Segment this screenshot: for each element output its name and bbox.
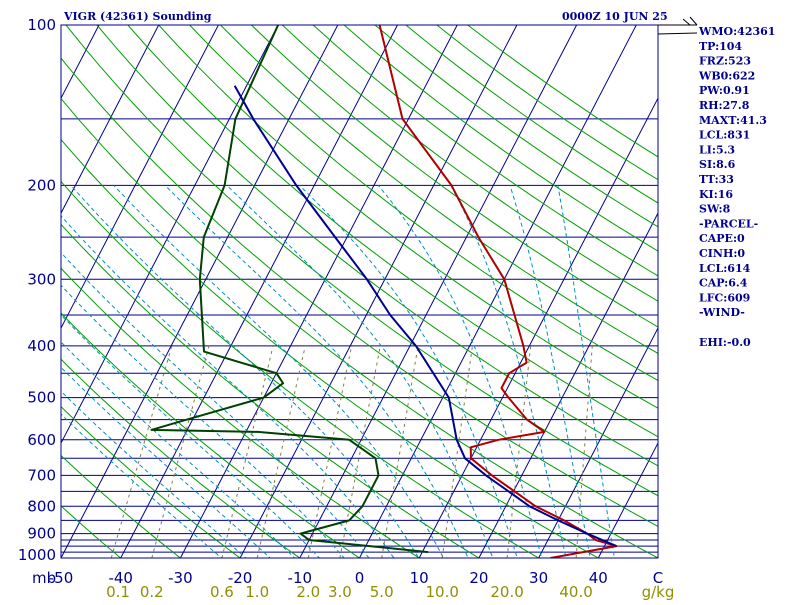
wind-barb-flag bbox=[690, 17, 697, 25]
index-entry: RH:27.8 bbox=[699, 99, 750, 112]
mixing-ratio-tick-label: 2.0 bbox=[296, 583, 320, 600]
wind-barb-staff bbox=[658, 33, 697, 34]
temperature-tick-label: 0 bbox=[355, 569, 365, 587]
mixing-ratio-tick-label: 0.2 bbox=[140, 583, 164, 600]
index-entry: KI:16 bbox=[699, 188, 733, 201]
temperature-tick-label: -50 bbox=[49, 569, 74, 587]
temperature-tick-label: -30 bbox=[168, 569, 193, 587]
index-entry: -PARCEL- bbox=[699, 217, 758, 230]
chart-title: VIGR (42361) Sounding bbox=[63, 10, 212, 23]
index-entry: SI:8.6 bbox=[699, 158, 736, 171]
mixing-ratio-tick-label: 0.6 bbox=[210, 583, 234, 600]
moist-adiabat-line bbox=[165, 185, 473, 569]
mixing-ratio-tick-label: 40.0 bbox=[559, 583, 592, 600]
isotherm-line bbox=[419, 25, 696, 558]
pressure-tick-label: 700 bbox=[27, 466, 56, 484]
mixing-ratio-tick-label: 3.0 bbox=[328, 583, 352, 600]
index-entry: CAP:6.4 bbox=[699, 277, 748, 290]
isotherm-line bbox=[360, 25, 637, 558]
pressure-tick-label: 300 bbox=[27, 270, 56, 288]
index-entry: WB0:622 bbox=[698, 69, 755, 82]
index-entry: -WIND- bbox=[699, 306, 745, 319]
index-entry: SW:8 bbox=[699, 203, 731, 216]
dry-adiabat-line bbox=[0, 25, 498, 569]
plot-frame bbox=[61, 25, 658, 558]
index-entry: FRZ:523 bbox=[699, 55, 751, 68]
mixing-ratio-line bbox=[257, 346, 305, 558]
temperature-tick-label: 20 bbox=[469, 569, 488, 587]
dry-adiabat-line bbox=[0, 25, 376, 569]
pressure-tick-label: 800 bbox=[27, 497, 56, 515]
index-entry: TT:33 bbox=[699, 173, 734, 186]
index-entry: LFC:609 bbox=[699, 291, 750, 304]
mixing-ratio-tick-label: 0.1 bbox=[106, 583, 130, 600]
mixing-ratio-tick-label: 1.0 bbox=[245, 583, 269, 600]
pressure-tick-label: 400 bbox=[27, 337, 56, 355]
pressure-tick-label: 500 bbox=[27, 389, 56, 407]
moist-adiabat-line bbox=[114, 185, 449, 569]
index-entry: WMO:42361 bbox=[698, 25, 775, 38]
mixing-ratio-line bbox=[222, 346, 273, 558]
chart-datetime: 0000Z 10 JUN 25 bbox=[562, 10, 668, 23]
dry-adiabat-line bbox=[0, 25, 316, 569]
index-entry: MAXT:41.3 bbox=[699, 114, 767, 127]
pressure-tick-label: 1000 bbox=[18, 546, 56, 564]
pressure-tick-label: 200 bbox=[27, 176, 56, 194]
mixing-ratio-tick-label: 10.0 bbox=[425, 583, 458, 600]
mixing-ratio-line bbox=[340, 346, 380, 558]
index-entry: TP:104 bbox=[699, 40, 742, 53]
dry-adiabat-line bbox=[0, 25, 619, 569]
index-entry: LCL:614 bbox=[699, 262, 751, 275]
pressure-tick-label: 100 bbox=[27, 16, 56, 34]
mixing-ratio-tick-label: g/kg bbox=[642, 583, 675, 600]
temperature-tick-label: 30 bbox=[529, 569, 548, 587]
index-entry: PW:0.91 bbox=[699, 84, 750, 97]
mixing-ratio-line bbox=[152, 346, 209, 558]
mixing-ratio-line bbox=[382, 346, 418, 558]
isotherm-line bbox=[61, 25, 338, 558]
mixing-ratio-tick-label: 5.0 bbox=[370, 583, 394, 600]
index-entry: CINH:0 bbox=[699, 247, 745, 260]
wind-barb-flag bbox=[683, 19, 690, 25]
index-entry: CAPE:0 bbox=[699, 232, 745, 245]
dry-adiabat-line bbox=[35, 25, 740, 569]
index-entry: LI:5.3 bbox=[699, 143, 735, 156]
isotherm-line bbox=[180, 25, 457, 558]
dry-adiabat-line bbox=[97, 25, 800, 569]
mixing-ratio-tick-label: 20.0 bbox=[490, 583, 523, 600]
moist-adiabat-line bbox=[558, 185, 616, 569]
pressure-tick-label: 900 bbox=[27, 525, 56, 543]
pressure-tick-label: 600 bbox=[27, 431, 56, 449]
index-entry: EHI:-0.0 bbox=[699, 336, 751, 349]
index-entry: LCL:831 bbox=[699, 129, 750, 142]
moist-adiabat-line bbox=[300, 185, 521, 569]
